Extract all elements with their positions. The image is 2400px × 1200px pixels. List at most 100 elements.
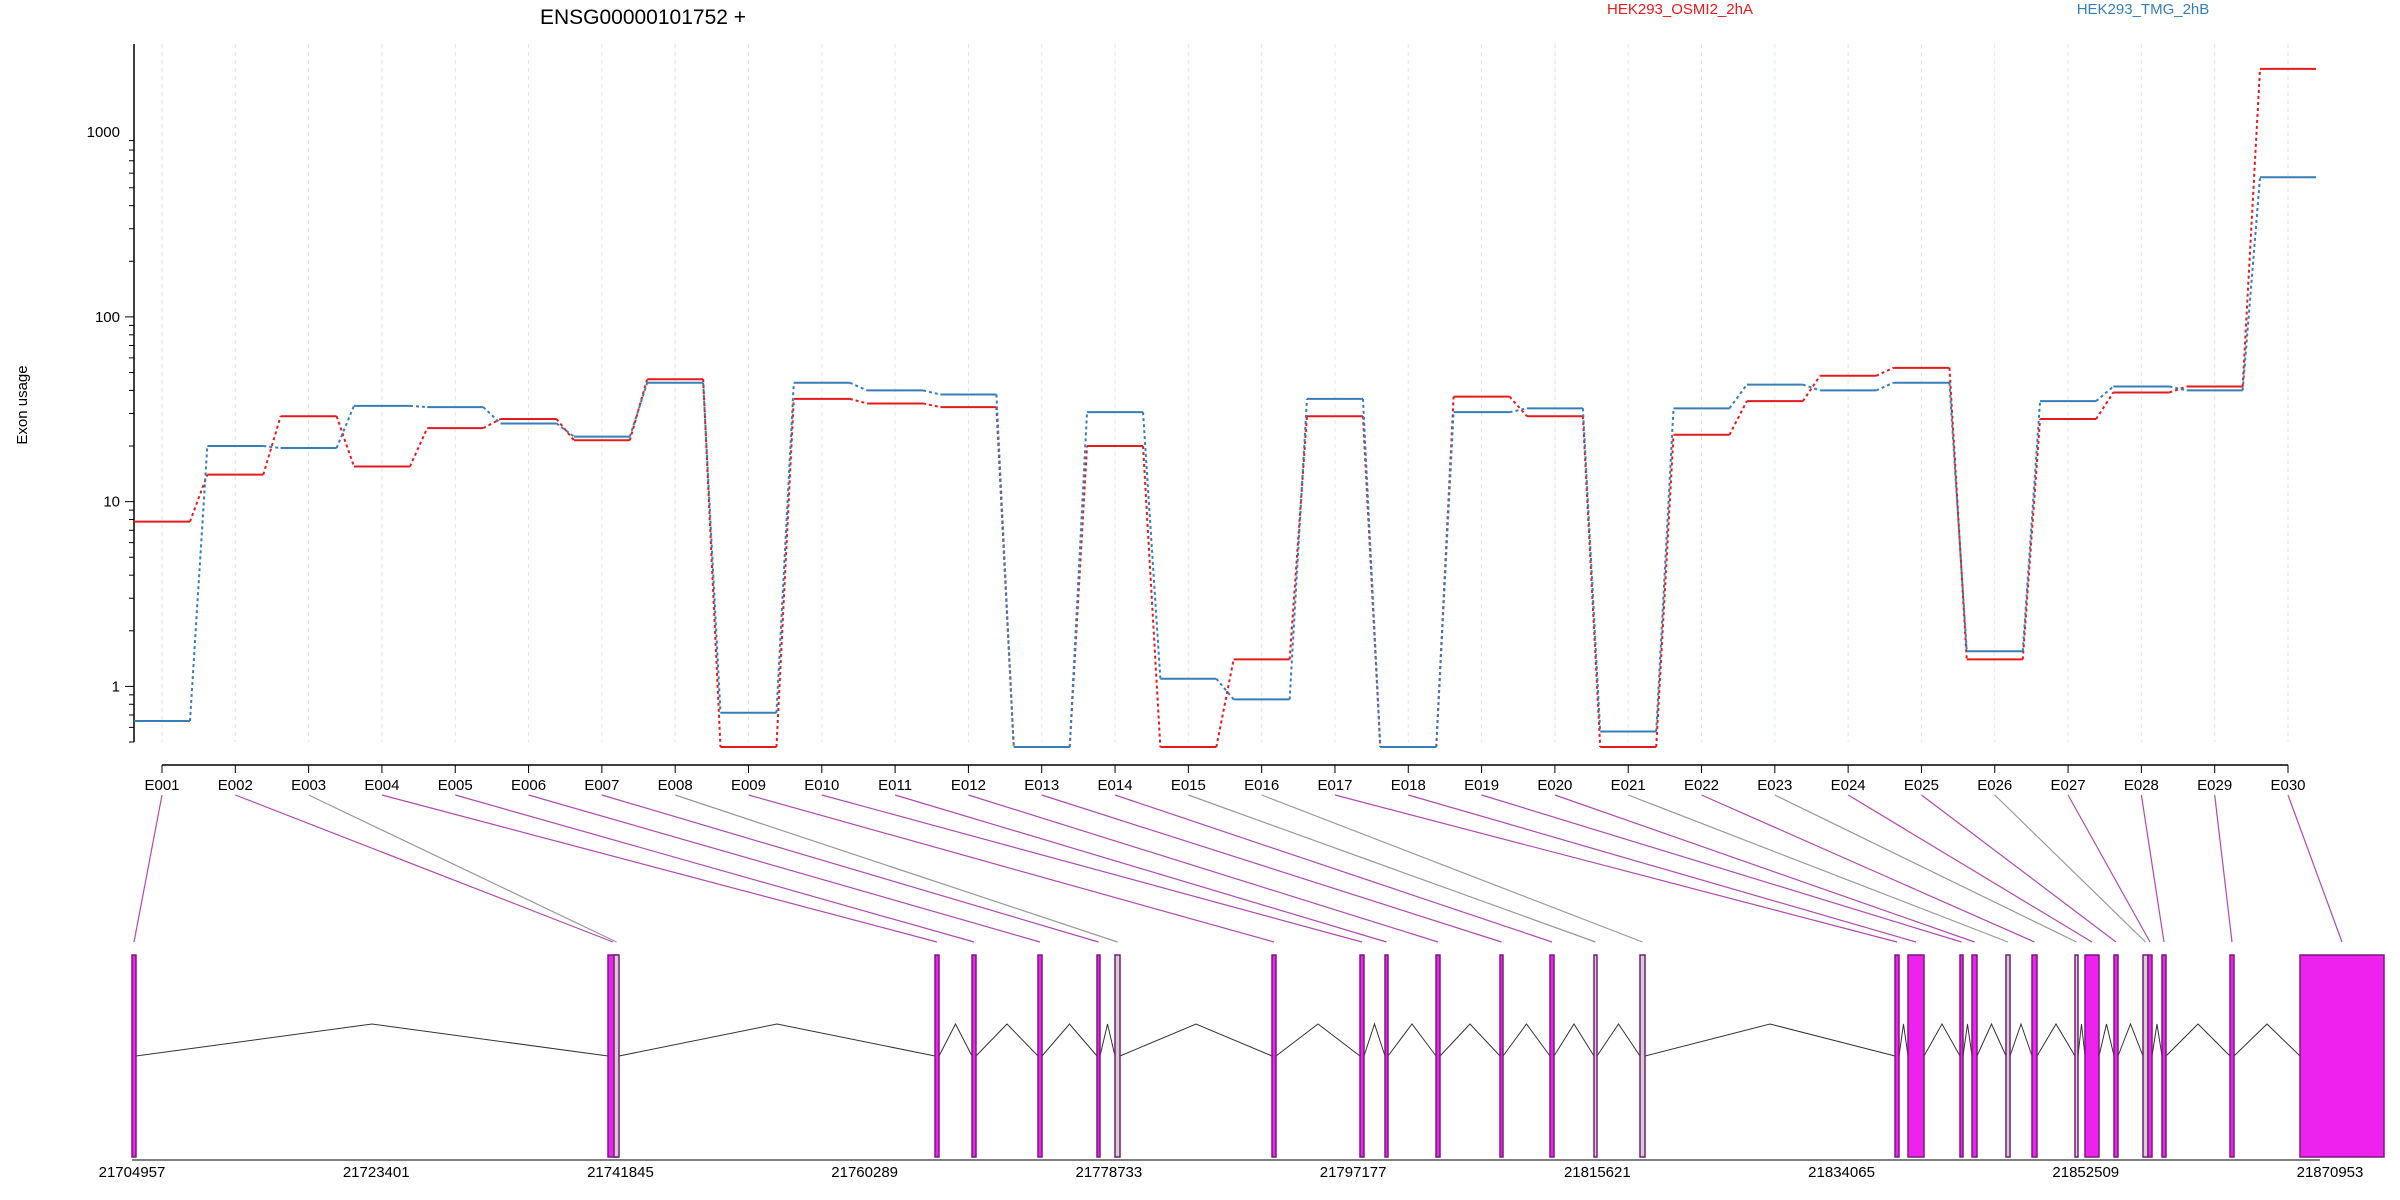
legend-entry-tmg: HEK293_TMG_2hB	[2077, 1, 2210, 18]
exon-block	[2084, 954, 2100, 1158]
intron-line	[1439, 1023, 1501, 1057]
x-tick-label: E028	[2124, 777, 2159, 794]
plot-axes: 1 10 100 1000 E001 E002 E003 E004 E005 E006 E007 E0…	[87, 44, 2306, 794]
x-tick-label: E027	[2051, 777, 2086, 794]
exon-connector	[528, 794, 1041, 943]
exon-connector	[1921, 794, 2117, 943]
series-connector	[702, 379, 722, 748]
y-axis-label: Exon usage	[14, 365, 31, 444]
x-tick-label: E001	[144, 777, 179, 794]
legend-entry-osmi2: HEK293_OSMI2_2hA	[1607, 1, 1753, 18]
exon-connector-lines	[133, 794, 2343, 943]
exon-block	[1499, 954, 1504, 1158]
exon-connector	[308, 794, 617, 943]
intron-line	[2233, 1023, 2301, 1057]
series-connector	[2241, 68, 2261, 387]
exon-connector	[133, 794, 163, 943]
x-tick-label: E010	[804, 777, 839, 794]
series-connector	[995, 394, 1015, 748]
intron-line	[1387, 1023, 1437, 1057]
series-connector	[1215, 678, 1235, 701]
exon-block	[1593, 954, 1598, 1158]
x-tick-label: E008	[658, 777, 693, 794]
intron-line	[1553, 1023, 1595, 1057]
exon-block	[1096, 954, 1101, 1158]
series-connector	[2095, 385, 2115, 402]
exon-connector	[1481, 794, 1962, 943]
x-tick-label: E017	[1317, 777, 1352, 794]
series-connector	[409, 404, 428, 409]
series-connector	[1215, 659, 1235, 748]
series-connector	[1948, 382, 1968, 652]
series-connector	[482, 406, 502, 425]
series-connector	[409, 427, 429, 467]
x-tick-label: E025	[1904, 777, 1939, 794]
intron-line	[975, 1023, 1039, 1057]
intron-line	[1099, 1023, 1116, 1057]
intron-line	[2165, 1023, 2231, 1057]
x-tick-label: E026	[1977, 777, 2012, 794]
exon-connector	[455, 794, 975, 943]
series-connector	[2095, 391, 2115, 420]
gene-model: 21704957 21723401 21741845 21760289 21778733…	[99, 954, 2385, 1181]
intron-line	[618, 1023, 936, 1057]
series-connector	[2169, 385, 2187, 392]
intron-line	[1962, 1023, 1973, 1057]
series-connector	[1142, 412, 1162, 679]
intron-line	[1502, 1023, 1551, 1057]
x-tick-label: E019	[1464, 777, 1499, 794]
series-connector	[1509, 407, 1528, 414]
series-connector	[1142, 445, 1162, 748]
exon-connector	[674, 794, 1118, 943]
series-connector	[1875, 381, 1894, 392]
exon-block	[1971, 954, 1978, 1158]
exon-block	[131, 954, 137, 1158]
x-tick-label: E007	[584, 777, 619, 794]
exon-connector	[1847, 794, 2093, 943]
exon-block	[2229, 954, 2235, 1158]
exon-connector	[381, 794, 938, 943]
x-tick-label: E023	[1757, 777, 1792, 794]
exon-connector	[894, 794, 1387, 943]
series-connector	[2021, 418, 2042, 660]
intron-line	[1041, 1023, 1098, 1057]
series-connector	[922, 389, 941, 396]
intron-line	[135, 1023, 609, 1057]
exon-block	[971, 954, 977, 1158]
intron-line	[1898, 1023, 1909, 1057]
exon-block	[613, 954, 620, 1158]
gene-coord-label: 21870953	[2297, 1164, 2364, 1181]
exon-block	[2161, 954, 2167, 1158]
series-connector	[849, 397, 868, 405]
series-connector	[1361, 398, 1382, 748]
exon-block	[1359, 954, 1365, 1158]
exon-block	[2147, 954, 2153, 1158]
series-connector	[1728, 384, 1748, 409]
series-connector	[335, 415, 355, 467]
series-connector	[1728, 400, 1748, 436]
intron-line	[2036, 1023, 2076, 1057]
series-connector	[262, 415, 282, 475]
gene-coord-label: 21723401	[343, 1164, 410, 1181]
exon-block	[2113, 954, 2119, 1158]
gene-coord-label: 21797177	[1320, 1164, 1387, 1181]
x-tick-label: E013	[1024, 777, 1059, 794]
series-lines	[134, 67, 2316, 748]
series-connector	[555, 422, 575, 438]
gene-coord-label: 21852509	[2052, 1164, 2119, 1181]
exon-block	[1435, 954, 1441, 1158]
gene-coord-label: 21741845	[587, 1164, 654, 1181]
x-tick-label: E016	[1244, 777, 1279, 794]
exon-connector	[821, 794, 1363, 943]
exon-block	[2299, 954, 2385, 1158]
x-tick-label: E022	[1684, 777, 1719, 794]
exon-connector	[2214, 794, 2233, 943]
series-connector	[1875, 366, 1894, 377]
exon-block	[2005, 954, 2011, 1158]
chart-title: ENSG00000101752 +	[540, 6, 746, 29]
x-tick-label: E021	[1611, 777, 1646, 794]
series-connector	[775, 382, 795, 713]
series-connector	[1948, 367, 1968, 660]
exon-connector	[1627, 794, 2009, 943]
